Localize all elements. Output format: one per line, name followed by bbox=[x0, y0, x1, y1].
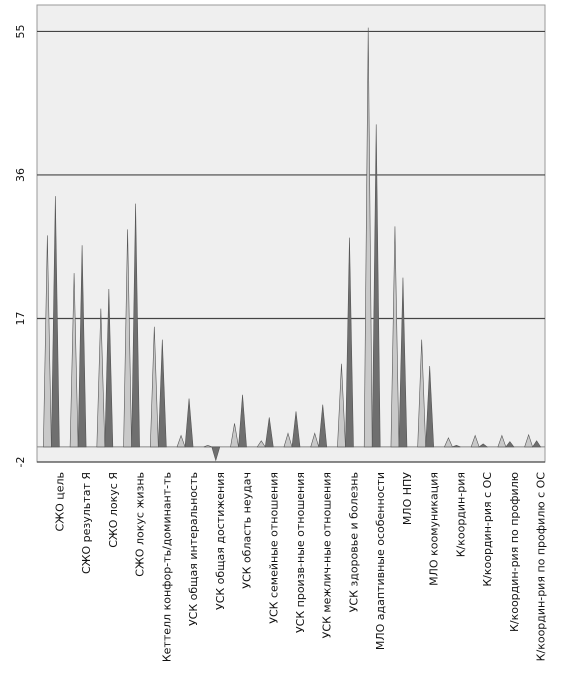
x-tick-label: СЖО локус Я bbox=[107, 472, 120, 548]
spike bbox=[470, 434, 480, 448]
spike bbox=[345, 237, 354, 448]
x-tick-label: К/координ-рия по профилю bbox=[508, 472, 521, 632]
y-tick-label: 17 bbox=[14, 311, 27, 325]
spike bbox=[425, 366, 434, 448]
spike bbox=[371, 124, 381, 448]
spike bbox=[230, 423, 239, 448]
spike bbox=[417, 339, 426, 448]
x-tick-label: Кеттелл конфор-ть/доминант-ть bbox=[160, 472, 173, 662]
spike bbox=[452, 445, 461, 448]
spike bbox=[318, 404, 328, 448]
spike bbox=[203, 445, 212, 448]
spike bbox=[505, 441, 515, 448]
spike bbox=[524, 433, 534, 448]
x-tick-label: СЖО локус жизнь bbox=[134, 472, 147, 577]
y-tick-label: 36 bbox=[14, 168, 27, 182]
spike bbox=[398, 277, 408, 448]
x-tick-label: УСК семейные отношения bbox=[267, 472, 280, 624]
spike bbox=[532, 440, 542, 448]
spike bbox=[176, 434, 186, 448]
x-tick-label: МЛО НПУ bbox=[401, 472, 414, 525]
spike bbox=[238, 394, 247, 448]
spike bbox=[211, 446, 221, 462]
spike bbox=[363, 27, 373, 448]
x-tick-label: УСК общая интеральность bbox=[187, 472, 200, 626]
x-tick-label: К/координ-рия по профилю с ОС bbox=[535, 472, 548, 662]
x-tick-label: УСК межлич-ные отношения bbox=[321, 472, 334, 638]
spike bbox=[478, 443, 489, 448]
plot-area bbox=[36, 4, 546, 463]
spike bbox=[264, 417, 274, 448]
spike bbox=[104, 289, 114, 448]
spike bbox=[443, 437, 453, 448]
spike bbox=[497, 434, 507, 448]
spike bbox=[256, 440, 266, 448]
x-tick-label: УСК произв-ные отношения bbox=[294, 472, 307, 633]
spike bbox=[184, 398, 194, 448]
spike bbox=[291, 411, 301, 448]
x-tick-label: МЛО коомуникация bbox=[428, 472, 441, 586]
spike bbox=[51, 196, 60, 448]
x-tick-label: МЛО адаптивные особенности bbox=[374, 472, 387, 650]
spike bbox=[158, 339, 167, 448]
y-tick-label: 55 bbox=[14, 24, 27, 38]
spike bbox=[69, 273, 79, 448]
spike bbox=[131, 203, 140, 448]
spike bbox=[43, 235, 52, 448]
spike bbox=[96, 308, 106, 448]
spike bbox=[283, 432, 293, 448]
spike bbox=[123, 229, 132, 448]
spike bbox=[77, 245, 87, 448]
spike bbox=[310, 432, 320, 448]
x-tick-label: СЖО цель bbox=[53, 472, 66, 531]
x-tick-label: К/координ-рия bbox=[454, 472, 467, 557]
x-tick-label: СЖО результат Я bbox=[80, 472, 93, 574]
x-tick-label: К/координ-рия с ОС bbox=[481, 472, 494, 587]
y-tick-label: -2 bbox=[14, 457, 27, 468]
x-tick-label: УСК общая достижения bbox=[214, 472, 227, 610]
spike bbox=[390, 226, 400, 448]
x-tick-label: УСК область неудач bbox=[241, 472, 254, 589]
x-tick-label: УСК здоровье и болезнь bbox=[347, 472, 360, 612]
spike bbox=[150, 326, 159, 448]
spike bbox=[337, 363, 346, 448]
